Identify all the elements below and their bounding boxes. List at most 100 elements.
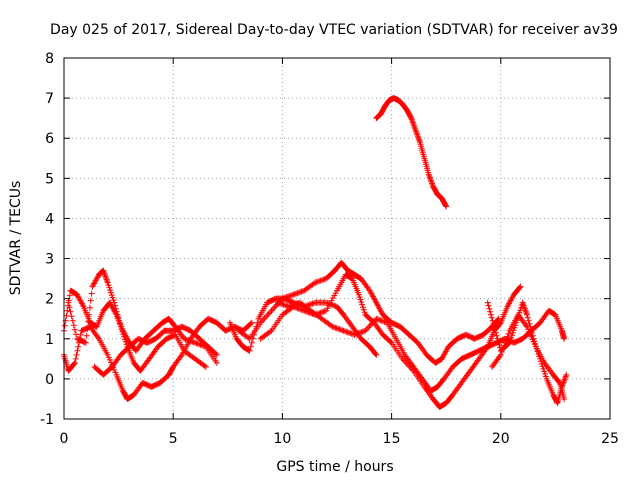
data-point bbox=[517, 283, 524, 290]
data-point bbox=[507, 337, 514, 344]
data-point bbox=[328, 297, 335, 304]
data-point bbox=[88, 290, 95, 297]
data-point bbox=[358, 329, 365, 336]
data-point bbox=[113, 308, 120, 315]
data-point bbox=[361, 309, 368, 316]
data-point bbox=[486, 305, 493, 312]
data-point bbox=[529, 336, 536, 343]
data-point bbox=[280, 295, 287, 302]
data-point bbox=[116, 317, 123, 324]
data-point bbox=[355, 291, 362, 298]
x-tick-label: 15 bbox=[383, 431, 401, 447]
data-point bbox=[123, 341, 130, 348]
data-series-arc-f bbox=[235, 259, 502, 366]
data-point bbox=[284, 293, 291, 300]
data-point bbox=[104, 351, 111, 358]
data-point bbox=[488, 314, 495, 321]
data-point bbox=[81, 339, 88, 346]
data-point bbox=[387, 338, 394, 345]
data-point bbox=[66, 292, 73, 299]
data-point bbox=[346, 329, 353, 336]
data-point bbox=[337, 326, 344, 333]
data-point bbox=[201, 362, 208, 369]
x-tick-label: 0 bbox=[60, 431, 69, 447]
data-point bbox=[107, 289, 114, 296]
data-point bbox=[492, 329, 499, 336]
data-point bbox=[335, 325, 342, 332]
data-point bbox=[69, 317, 76, 324]
data-point bbox=[323, 307, 330, 314]
data-point bbox=[555, 378, 562, 385]
data-point bbox=[312, 279, 319, 286]
data-point bbox=[332, 324, 339, 331]
y-tick-label: 2 bbox=[45, 292, 54, 308]
data-point bbox=[213, 351, 220, 358]
data-point bbox=[505, 330, 512, 337]
data-point bbox=[118, 326, 125, 333]
data-point bbox=[182, 336, 189, 343]
data-point bbox=[321, 308, 328, 315]
data-point bbox=[86, 304, 93, 311]
data-point bbox=[189, 338, 196, 345]
data-point bbox=[325, 302, 332, 309]
data-point bbox=[109, 294, 116, 301]
data-point bbox=[498, 348, 505, 355]
x-tick-label: 25 bbox=[601, 431, 619, 447]
data-point bbox=[509, 329, 516, 336]
data-point bbox=[496, 341, 503, 348]
data-point bbox=[372, 350, 379, 357]
data-point bbox=[501, 342, 508, 349]
data-point bbox=[276, 300, 283, 307]
data-point bbox=[525, 317, 532, 324]
x-axis-label: GPS time / hours bbox=[276, 459, 393, 475]
y-tick-label: 7 bbox=[45, 91, 54, 107]
data-point bbox=[71, 360, 78, 367]
data-point bbox=[376, 316, 383, 323]
data-point bbox=[286, 293, 293, 300]
data-point bbox=[330, 324, 337, 331]
data-point bbox=[329, 295, 336, 302]
data-point bbox=[77, 331, 84, 338]
data-point bbox=[245, 347, 252, 354]
data-point bbox=[310, 300, 317, 307]
y-axis-label: SDTVAR / TECUs bbox=[8, 181, 24, 296]
data-point bbox=[359, 301, 366, 308]
data-point bbox=[246, 347, 253, 354]
data-point bbox=[333, 325, 340, 332]
data-point bbox=[267, 328, 274, 335]
data-point bbox=[295, 300, 302, 307]
data-point bbox=[291, 291, 298, 298]
plot-frame bbox=[63, 57, 611, 420]
data-point bbox=[526, 328, 533, 335]
data-point bbox=[356, 294, 363, 301]
data-point bbox=[336, 326, 343, 333]
data-point bbox=[111, 366, 118, 373]
data-point bbox=[524, 314, 531, 321]
data-point bbox=[277, 300, 284, 307]
data-point bbox=[381, 318, 388, 325]
data-point bbox=[294, 290, 301, 297]
data-point bbox=[306, 301, 313, 308]
data-point bbox=[190, 339, 197, 346]
data-point bbox=[527, 331, 534, 338]
data-point bbox=[360, 306, 367, 313]
data-point bbox=[542, 370, 549, 377]
data-point bbox=[193, 340, 200, 347]
data-point bbox=[493, 332, 500, 339]
data-point bbox=[331, 292, 338, 299]
data-point bbox=[119, 328, 126, 335]
data-series-arc-k bbox=[373, 95, 450, 210]
data-point bbox=[489, 317, 496, 324]
data-point bbox=[105, 354, 112, 361]
data-point bbox=[75, 343, 82, 350]
data-point bbox=[292, 301, 299, 308]
data-point bbox=[106, 284, 113, 291]
data-point bbox=[487, 308, 494, 315]
data-point bbox=[281, 302, 288, 309]
data-point bbox=[511, 324, 518, 331]
data-point bbox=[347, 330, 354, 337]
data-point bbox=[525, 326, 532, 333]
data-point bbox=[380, 318, 387, 325]
data-point bbox=[293, 290, 300, 297]
